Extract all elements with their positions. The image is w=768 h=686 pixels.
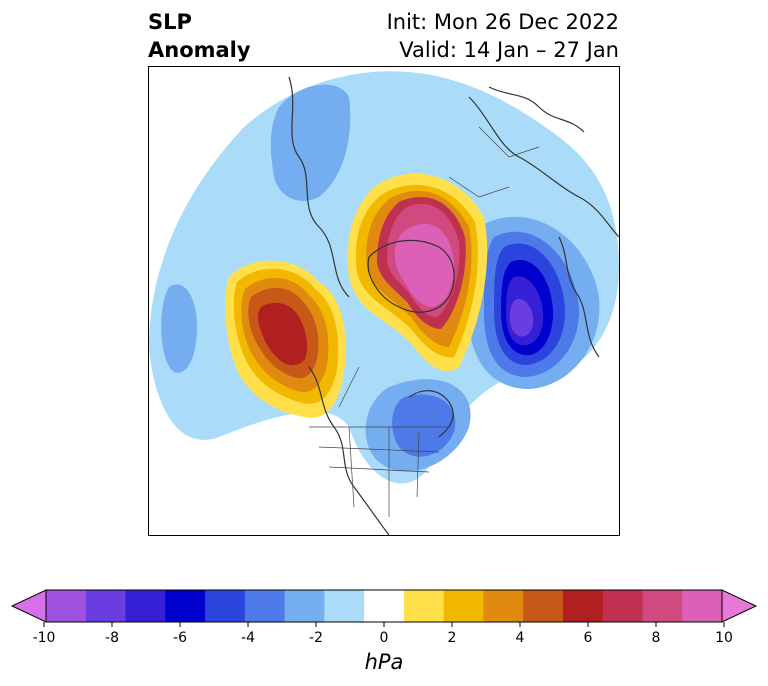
colorbar-cell	[244, 590, 286, 622]
coastlines	[288, 76, 619, 535]
colorbar-cell	[562, 590, 604, 622]
colorbar-cell	[46, 590, 87, 622]
colorbar-tick-label: 6	[584, 630, 593, 646]
colorbar-cell	[523, 590, 564, 622]
colorbar-cell	[443, 590, 484, 622]
title-variable: SLP	[148, 10, 192, 34]
west-high-core	[258, 302, 307, 366]
arctic-high-core	[394, 223, 455, 307]
valid-range: Valid: 14 Jan – 27 Jan	[399, 38, 619, 62]
colorbar-tick-label: -10	[33, 630, 56, 646]
map-dates: Init: Mon 26 Dec 2022 Valid: 14 Jan – 27…	[387, 8, 619, 64]
colorbar-cell	[205, 590, 246, 622]
europe-low-core	[509, 298, 534, 337]
anomaly-map-svg	[149, 67, 619, 535]
pacific-low-center	[161, 284, 197, 373]
colorbar-tick-label: 0	[380, 630, 389, 646]
colorbar-cell	[85, 590, 127, 622]
colorbar-cell	[642, 590, 683, 622]
colorbar: -10 -8 -6 -4 -2 0 2 4 6 8 10	[10, 589, 758, 646]
colorbar-cell	[324, 590, 365, 622]
colorbar-unit: hPa	[364, 650, 404, 674]
colorbar-cell	[364, 590, 405, 622]
colorbar-tick-label: 2	[448, 630, 457, 646]
canada-low	[270, 84, 351, 201]
us-east-low-2	[392, 394, 456, 457]
colorbar-tick-label: 4	[516, 630, 525, 646]
colorbar-tick-label: 8	[652, 630, 661, 646]
init-date: Init: Mon 26 Dec 2022	[386, 10, 619, 34]
colorbar-extend-max	[721, 589, 758, 623]
colorbar-cell	[403, 590, 445, 622]
map-title: SLP Anomaly	[148, 8, 251, 64]
colorbar-tick-label: 10	[715, 630, 733, 646]
colorbar-cell	[682, 590, 723, 622]
colorbar-tick-label: -6	[173, 630, 187, 646]
colorbar-tick-label: -2	[309, 630, 323, 646]
colorbar-extend-min	[10, 589, 47, 623]
colorbar-cell	[602, 590, 643, 622]
colorbar-cell	[165, 590, 206, 622]
colorbar-cell	[284, 590, 325, 622]
anomaly-map	[148, 66, 620, 536]
colorbar-tick-label: -4	[241, 630, 255, 646]
colorbar-cell	[483, 590, 524, 622]
title-variable-line2: Anomaly	[148, 38, 251, 62]
colorbar-tick-label: -8	[105, 630, 119, 646]
borders	[309, 126, 540, 517]
colorbar-cell	[125, 590, 166, 622]
